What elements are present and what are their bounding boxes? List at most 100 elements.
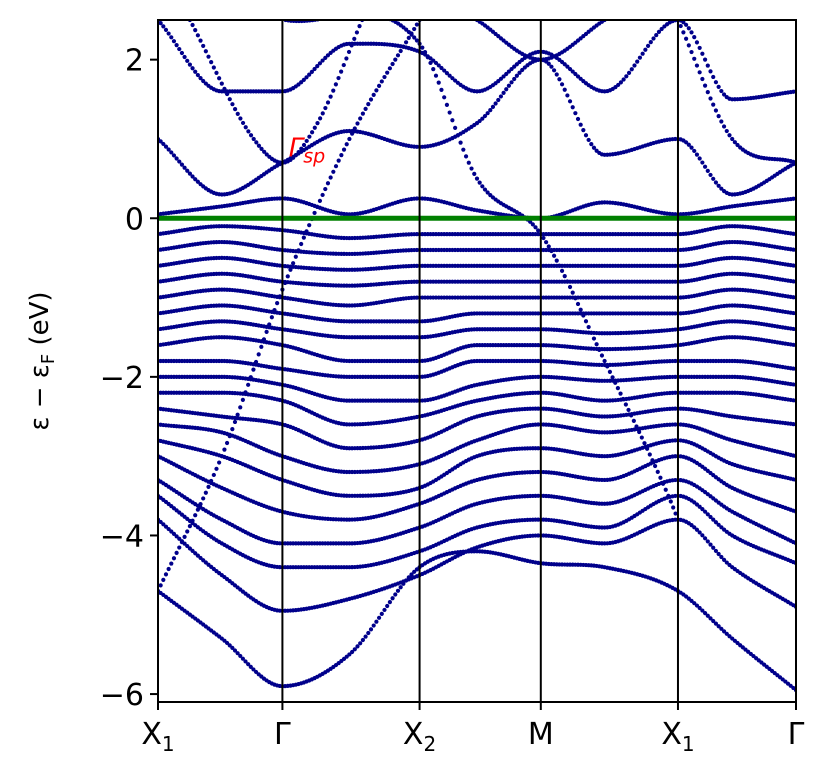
- band-point: [169, 529, 174, 534]
- band-point: [581, 128, 586, 133]
- band-point: [498, 94, 504, 99]
- band-point: [716, 624, 721, 629]
- band-4: [158, 454, 796, 522]
- band-point: [700, 507, 705, 512]
- band-16: [158, 255, 796, 272]
- band-point: [374, 619, 379, 624]
- band-7: [158, 406, 796, 451]
- band-point: [708, 542, 713, 547]
- band-5: [158, 438, 796, 498]
- band-point: [171, 531, 177, 537]
- band-point: [586, 137, 591, 143]
- band-point: [379, 611, 384, 616]
- band-point: [501, 90, 506, 95]
- band-14: [158, 287, 796, 308]
- band-point: [412, 569, 417, 574]
- band-point: [713, 548, 719, 554]
- band-point: [166, 526, 171, 532]
- band-18: [158, 224, 796, 241]
- band-0: [158, 549, 796, 693]
- band-point: [708, 514, 713, 520]
- band-point: [390, 596, 395, 601]
- band-point: [570, 105, 575, 110]
- band-point: [694, 527, 700, 532]
- band-point: [721, 557, 727, 562]
- band-point: [382, 607, 387, 613]
- band-point: [232, 648, 238, 653]
- band-point: [702, 611, 708, 616]
- band-point: [171, 153, 177, 158]
- band-point: [578, 122, 583, 127]
- band-9: [158, 374, 796, 403]
- band-point: [182, 165, 187, 170]
- band-point: [163, 144, 169, 149]
- band-point: [185, 168, 190, 173]
- band-12: [158, 319, 796, 340]
- band-point: [398, 585, 403, 590]
- band-point: [705, 539, 710, 544]
- band-10: [158, 358, 796, 379]
- band-11: [158, 335, 796, 364]
- band-point: [490, 104, 496, 109]
- band-point: [549, 64, 554, 69]
- band-point: [358, 641, 363, 646]
- band-point: [368, 627, 374, 632]
- band-point: [235, 651, 240, 656]
- band-point: [360, 637, 365, 643]
- band-point: [702, 536, 708, 541]
- band-point: [190, 174, 195, 179]
- band-point: [557, 77, 562, 82]
- band-point: [711, 618, 716, 624]
- band-point: [352, 647, 357, 652]
- band-point: [195, 179, 200, 184]
- band-point: [409, 572, 414, 577]
- band-point: [705, 613, 710, 618]
- band-point: [248, 664, 253, 669]
- band-20: [158, 57, 796, 197]
- band-point: [179, 162, 185, 167]
- band-point: [583, 133, 589, 138]
- band-point: [166, 147, 171, 152]
- band-3: [158, 477, 796, 546]
- band-point: [711, 517, 716, 522]
- band-point: [724, 560, 729, 565]
- band-point: [716, 522, 721, 527]
- band-point: [721, 629, 727, 634]
- band-point: [713, 520, 719, 525]
- band-17: [158, 239, 796, 257]
- band-point: [504, 87, 509, 92]
- band-point: [238, 653, 243, 659]
- band-point: [493, 101, 498, 106]
- band-point: [177, 159, 182, 164]
- band-point: [565, 93, 570, 98]
- band-point: [697, 605, 702, 611]
- band-point: [161, 141, 166, 147]
- band-point: [575, 116, 581, 122]
- band-point: [589, 142, 594, 147]
- band-point: [692, 601, 697, 606]
- band-point: [366, 630, 371, 636]
- band-point: [719, 525, 724, 530]
- band-15: [158, 271, 796, 288]
- band-point: [376, 615, 382, 620]
- band-point: [509, 80, 514, 85]
- band-point: [496, 97, 501, 103]
- band-point: [177, 536, 182, 541]
- band-point: [395, 588, 401, 593]
- band-point: [567, 99, 573, 104]
- band-point: [169, 150, 174, 155]
- band-2: [158, 493, 796, 570]
- band-point: [716, 551, 721, 557]
- band-point: [724, 631, 729, 636]
- band-point: [705, 512, 710, 517]
- band-point: [702, 509, 708, 514]
- band-point: [187, 171, 192, 176]
- band-point: [349, 649, 355, 655]
- band-point: [713, 621, 719, 626]
- band-point: [700, 608, 705, 613]
- band-6: [158, 422, 796, 475]
- band-point: [719, 626, 724, 631]
- band-point: [488, 108, 493, 113]
- band-point: [246, 662, 251, 667]
- band-point: [371, 623, 376, 628]
